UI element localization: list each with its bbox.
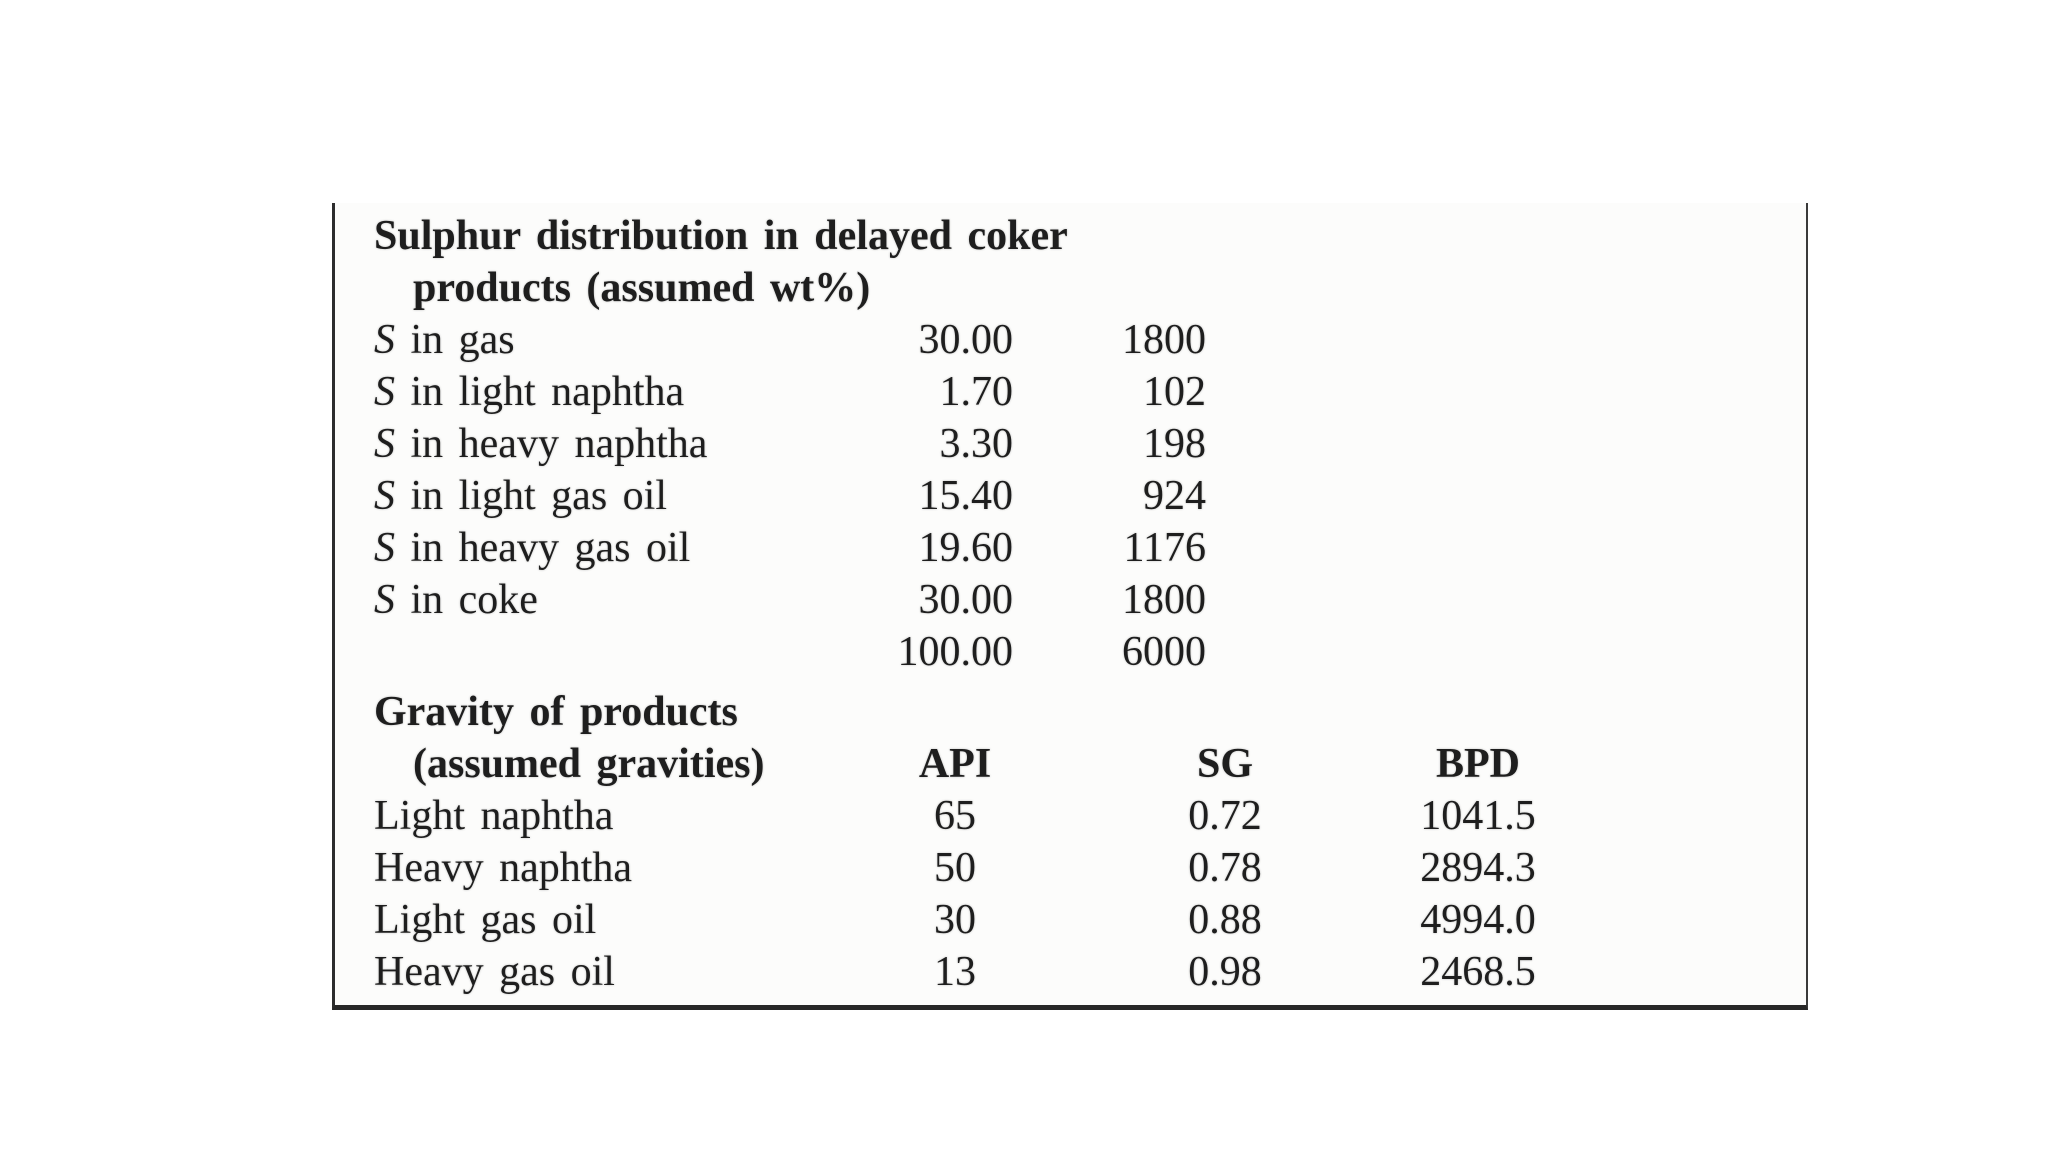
- wt-percent-value: 3.30: [939, 421, 1014, 467]
- row-label-text: in gas: [395, 317, 515, 363]
- table-row-s-in-gas: S in gas 30.00 1800: [335, 314, 1806, 366]
- row-label: S in coke: [374, 574, 538, 626]
- row-label: S in light gas oil: [374, 470, 667, 522]
- sulphur-symbol: S: [374, 421, 395, 467]
- table-row-heavy-gas-oil: Heavy gas oil 13 0.98 2468.5: [335, 946, 1806, 998]
- row-label-text: in coke: [395, 577, 538, 623]
- row-label-text: in heavy naphtha: [395, 421, 708, 467]
- row-label: Heavy gas oil: [374, 949, 615, 995]
- row-label-text: in light naphtha: [395, 369, 685, 415]
- sulphur-symbol: S: [374, 473, 395, 519]
- table-row-s-in-coke: S in coke 30.00 1800: [335, 574, 1806, 626]
- api-value: 30: [934, 897, 976, 943]
- wt-percent-value: 19.60: [918, 525, 1014, 571]
- section-gap: [335, 678, 1806, 686]
- ppm-value: 1800: [1122, 577, 1206, 623]
- sg-value: 0.78: [1188, 845, 1262, 891]
- row-label: S in heavy gas oil: [374, 522, 690, 574]
- ppm-value: 1800: [1122, 317, 1206, 363]
- section-title-text: Sulphur distribution in delayed coker: [374, 213, 1068, 259]
- row-label: S in gas: [374, 314, 515, 366]
- wt-percent-value: 15.40: [918, 473, 1014, 519]
- table-row-s-in-heavy-naphtha: S in heavy naphtha 3.30 198: [335, 418, 1806, 470]
- ppm-value: 198: [1143, 421, 1206, 467]
- row-label: S in light naphtha: [374, 366, 684, 418]
- sulphur-section-title-line1: Sulphur distribution in delayed coker: [335, 210, 1806, 262]
- ppm-value: 1176: [1123, 525, 1206, 571]
- api-value: 50: [934, 845, 976, 891]
- sulphur-symbol: S: [374, 525, 395, 571]
- table-row-heavy-naphtha: Heavy naphtha 50 0.78 2894.3: [335, 842, 1806, 894]
- total-wt-percent-value: 100.00: [897, 629, 1014, 675]
- table-row-sulphur-total: 100.00 6000: [335, 626, 1806, 678]
- sulphur-symbol: S: [374, 577, 395, 623]
- api-value: 65: [934, 793, 976, 839]
- delayed-coker-table: Sulphur distribution in delayed coker pr…: [332, 203, 1808, 1010]
- bpd-value: 1041.5: [1420, 793, 1536, 839]
- row-label: Light naphtha: [374, 793, 614, 839]
- bpd-value: 2894.3: [1420, 845, 1536, 891]
- table-row-s-in-heavy-gas-oil: S in heavy gas oil 19.60 1176: [335, 522, 1806, 574]
- section-title-text: Gravity of products: [374, 689, 738, 735]
- wt-percent-value: 30.00: [918, 317, 1014, 363]
- table-row-light-naphtha: Light naphtha 65 0.72 1041.5: [335, 790, 1806, 842]
- ppm-value: 102: [1143, 369, 1206, 415]
- sg-value: 0.72: [1188, 793, 1262, 839]
- ppm-value: 924: [1143, 473, 1206, 519]
- section-title-text: (assumed gravities): [413, 741, 765, 787]
- gravity-section-title-line1: Gravity of products: [335, 686, 1806, 738]
- row-label: Light gas oil: [374, 897, 597, 943]
- row-label: S in heavy naphtha: [374, 418, 707, 470]
- row-label-text: in light gas oil: [395, 473, 668, 519]
- sulphur-symbol: S: [374, 317, 395, 363]
- total-ppm-value: 6000: [1122, 629, 1206, 675]
- sg-value: 0.88: [1188, 897, 1262, 943]
- table-row-light-gas-oil: Light gas oil 30 0.88 4994.0: [335, 894, 1806, 946]
- table-row-s-in-light-naphtha: S in light naphtha 1.70 102: [335, 366, 1806, 418]
- sg-value: 0.98: [1188, 949, 1262, 995]
- section-title-text: products (assumed wt%): [413, 265, 871, 311]
- sulphur-section-title-line2: products (assumed wt%): [335, 262, 1806, 314]
- api-value: 13: [934, 949, 976, 995]
- column-header-api: API: [918, 741, 992, 787]
- sulphur-symbol: S: [374, 369, 395, 415]
- gravity-header-row: (assumed gravities) API SG BPD: [335, 738, 1806, 790]
- wt-percent-value: 1.70: [939, 369, 1014, 415]
- column-header-sg: SG: [1196, 741, 1254, 787]
- bpd-value: 2468.5: [1420, 949, 1536, 995]
- column-header-bpd: BPD: [1436, 741, 1520, 787]
- bpd-value: 4994.0: [1420, 897, 1536, 943]
- row-label-text: in heavy gas oil: [395, 525, 691, 571]
- wt-percent-value: 30.00: [918, 577, 1014, 623]
- row-label: Heavy naphtha: [374, 845, 633, 891]
- table-row-s-in-light-gas-oil: S in light gas oil 15.40 924: [335, 470, 1806, 522]
